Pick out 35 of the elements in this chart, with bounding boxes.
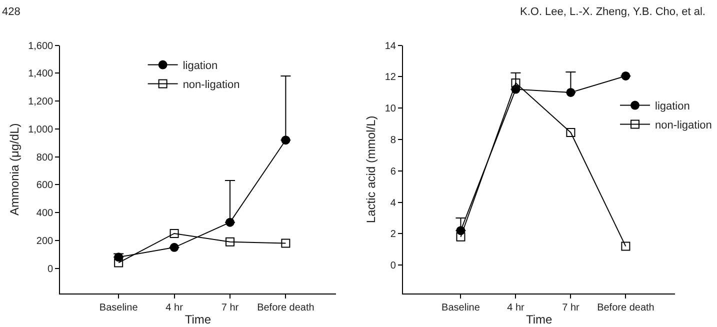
text: 428: [2, 6, 20, 18]
y-axis-title: Lactic acid (mmol/L): [364, 116, 378, 224]
y-tick-label: 4: [390, 198, 396, 209]
y-tick-label: 200: [36, 236, 54, 247]
x-tick-label: 4 hr: [166, 302, 184, 314]
y-tick-label: 14: [384, 40, 396, 52]
x-tick-label: 7 hr: [221, 302, 240, 314]
y-tick-label: 600: [36, 180, 54, 192]
legend-label: non-ligation: [182, 79, 240, 92]
y-axis-title: Ammonia (μg/dL): [7, 123, 22, 216]
y-tick-label: 8: [390, 135, 396, 146]
y-tick-label: 1,000: [28, 124, 54, 136]
x-tick-label: 7 hr: [562, 302, 580, 314]
x-tick-label: Before death: [257, 302, 314, 314]
y-tick-label: 0: [390, 260, 396, 272]
y-tick-label: 10: [384, 104, 396, 115]
text: K.O. Lee, L.-X. Zheng, Y.B. Cho, et al.: [520, 6, 706, 18]
x-axis-title: Time: [526, 312, 553, 326]
y-tick-label: 1,600: [28, 40, 54, 52]
legend-label: ligation: [182, 60, 218, 72]
y-tick-label: 1,400: [28, 68, 54, 80]
x-tick-label: Before death: [597, 302, 654, 314]
y-tick-label: 0: [48, 264, 54, 275]
y-tick-label: 6: [390, 166, 396, 178]
y-tick-label: 400: [36, 208, 54, 220]
y-tick-label: 12: [384, 72, 396, 84]
x-axis-title: Time: [184, 312, 212, 326]
y-tick-label: 800: [36, 152, 54, 164]
legend-label: non-ligation: [655, 120, 712, 132]
legend-label: ligation: [655, 100, 690, 113]
x-tick-label: Baseline: [99, 302, 138, 314]
y-tick-label: 1,200: [28, 96, 54, 108]
x-tick-label: Baseline: [442, 302, 480, 314]
y-tick-label: 2: [390, 229, 396, 240]
x-tick-label: 4 hr: [507, 302, 526, 314]
